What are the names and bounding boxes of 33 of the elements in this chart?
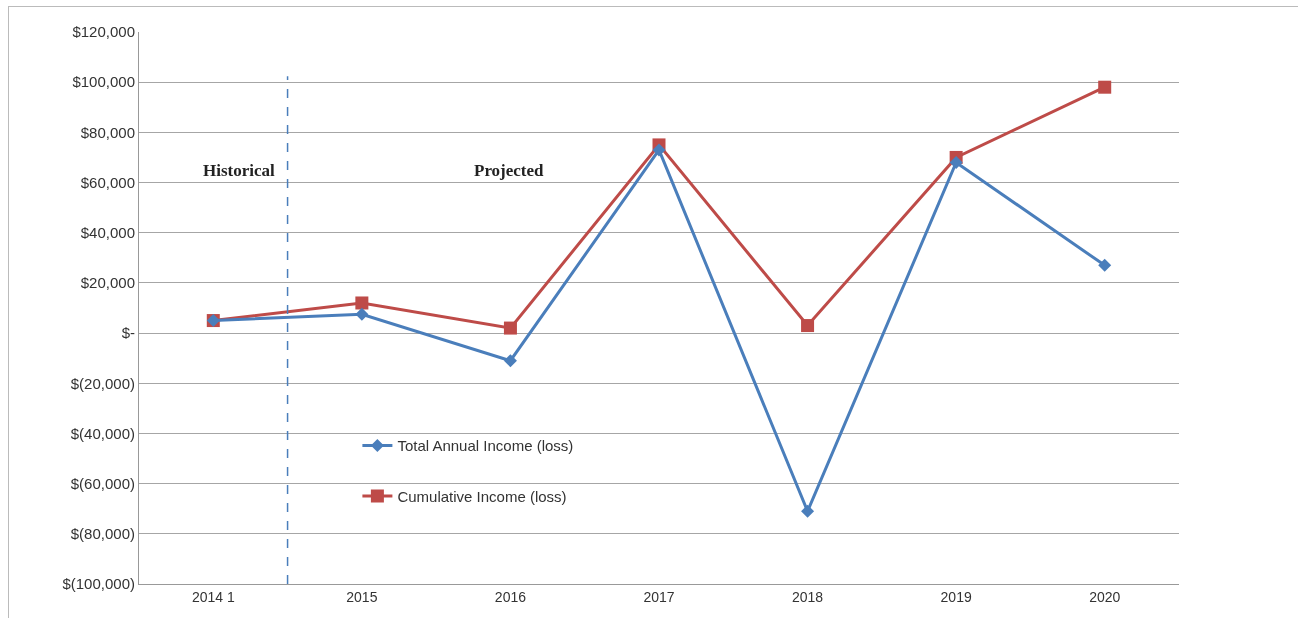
x-tick-label: 2015 bbox=[346, 588, 378, 605]
y-tick-label: $(60,000) bbox=[70, 474, 135, 492]
y-tick-label: $(100,000) bbox=[62, 575, 135, 593]
x-tick-label: 2016 bbox=[494, 588, 527, 605]
point bbox=[1098, 80, 1112, 94]
y-tick-label: $40,000 bbox=[80, 223, 135, 241]
y-tick-label: $60,000 bbox=[80, 173, 135, 191]
x-tick-label: 2019 bbox=[940, 588, 972, 605]
annotation: Historical bbox=[203, 161, 276, 180]
legend-label: Total Annual Income (loss) bbox=[397, 437, 574, 455]
legend-label: Cumulative Income (loss) bbox=[397, 487, 567, 505]
x-tick-label: 2017 bbox=[643, 588, 675, 605]
point bbox=[652, 143, 666, 157]
point bbox=[355, 296, 369, 310]
point bbox=[355, 307, 369, 321]
point bbox=[503, 354, 517, 368]
x-tick-label: 2018 bbox=[791, 588, 824, 605]
point bbox=[1098, 258, 1112, 272]
y-tick-label: $(40,000) bbox=[70, 424, 135, 442]
point bbox=[949, 155, 963, 169]
x-tick-label: 2020 bbox=[1089, 588, 1121, 605]
point bbox=[801, 319, 815, 333]
annotation: Projected bbox=[474, 161, 545, 180]
y-tick-label: $(20,000) bbox=[70, 374, 135, 392]
y-tick-label: $- bbox=[121, 324, 135, 342]
y-tick-label: $100,000 bbox=[72, 73, 135, 91]
point bbox=[503, 321, 517, 335]
y-tick-label: $80,000 bbox=[80, 123, 135, 141]
y-tick-label: $(80,000) bbox=[70, 525, 135, 543]
y-tick-label: $20,000 bbox=[80, 274, 135, 292]
y-tick-label: $120,000 bbox=[72, 23, 135, 41]
x-tick-label: 2014 1 bbox=[191, 588, 235, 605]
point bbox=[801, 504, 815, 518]
